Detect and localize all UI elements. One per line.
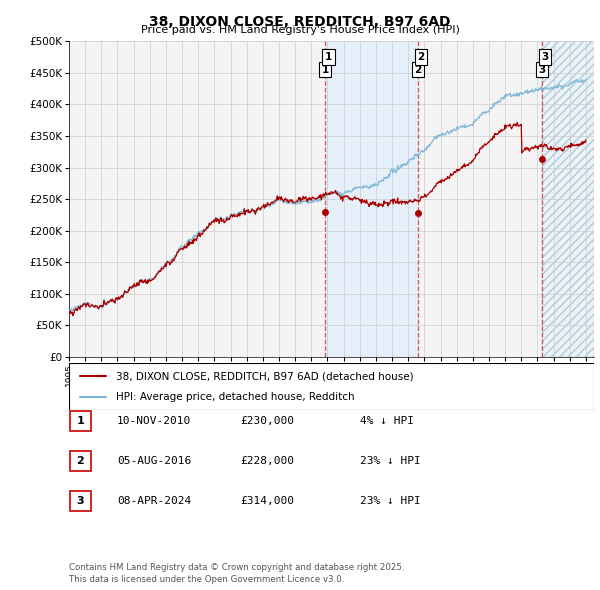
Text: Price paid vs. HM Land Registry's House Price Index (HPI): Price paid vs. HM Land Registry's House … [140,25,460,35]
Text: 2: 2 [414,65,421,75]
Text: 05-AUG-2016: 05-AUG-2016 [117,456,191,466]
Text: Contains HM Land Registry data © Crown copyright and database right 2025.
This d: Contains HM Land Registry data © Crown c… [69,563,404,584]
Text: 2: 2 [418,52,425,62]
Text: 23% ↓ HPI: 23% ↓ HPI [360,456,421,466]
Text: 4% ↓ HPI: 4% ↓ HPI [360,416,414,425]
Text: 10-NOV-2010: 10-NOV-2010 [117,416,191,425]
Text: £230,000: £230,000 [240,416,294,425]
Text: £228,000: £228,000 [240,456,294,466]
Text: 38, DIXON CLOSE, REDDITCH, B97 6AD (detached house): 38, DIXON CLOSE, REDDITCH, B97 6AD (deta… [116,371,414,381]
Text: HPI: Average price, detached house, Redditch: HPI: Average price, detached house, Redd… [116,392,355,402]
Bar [542,41,594,357]
Bar [542,41,594,357]
Text: 2: 2 [77,456,84,466]
Bar [325,41,418,357]
Text: 3: 3 [538,65,545,75]
Text: 1: 1 [77,416,84,425]
Text: 1: 1 [322,65,329,75]
Text: £314,000: £314,000 [240,496,294,506]
Text: 3: 3 [541,52,548,62]
Text: 08-APR-2024: 08-APR-2024 [117,496,191,506]
Text: 38, DIXON CLOSE, REDDITCH, B97 6AD: 38, DIXON CLOSE, REDDITCH, B97 6AD [149,15,451,29]
Text: 3: 3 [77,496,84,506]
Text: 1: 1 [325,52,332,62]
Text: 23% ↓ HPI: 23% ↓ HPI [360,496,421,506]
